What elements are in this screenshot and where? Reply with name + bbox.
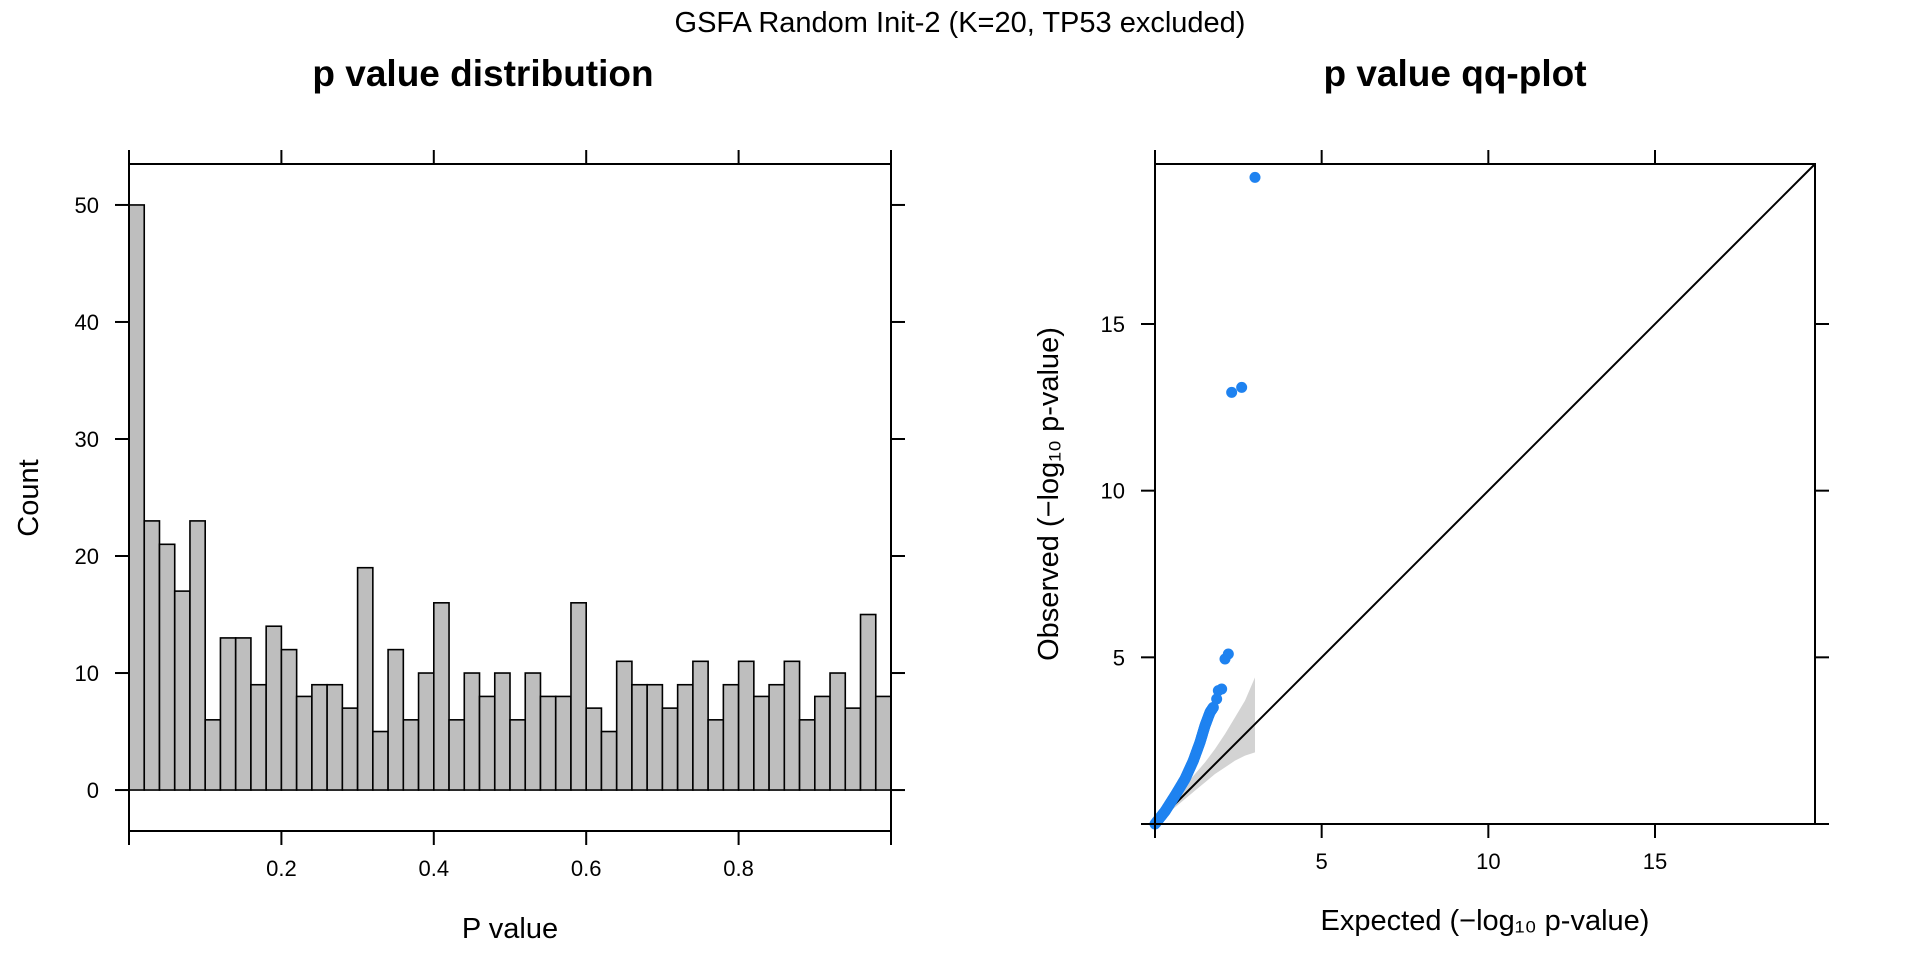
histogram-bar [478, 695, 496, 791]
histogram-bar [585, 707, 603, 791]
qqplot-point [1207, 701, 1219, 713]
histogram-bar [128, 204, 146, 791]
qqplot-ticks: 5 10 15 5 10 15 [1101, 150, 1829, 874]
histogram-bar [798, 719, 816, 791]
histogram-y-tick-label: 30 [75, 427, 99, 452]
qqplot-frame [1154, 163, 1816, 825]
histogram-bar [570, 602, 588, 791]
histogram-ylabel: Count [13, 459, 45, 536]
histogram-bar [158, 543, 176, 791]
qqplot-reference-line [1154, 163, 1816, 825]
qqplot-diagonal-line [1154, 163, 1816, 825]
qqplot-x-tick-label: 5 [1316, 849, 1328, 874]
histogram-bar [417, 672, 435, 791]
qqplot-x-tick-label: 15 [1643, 849, 1667, 874]
histogram-bars [128, 204, 892, 791]
histogram-bar [295, 695, 313, 791]
histogram-bar [387, 648, 405, 791]
histogram-bar [311, 683, 328, 791]
histogram-x-tick-label: 0.2 [266, 856, 297, 881]
histogram-bar [722, 683, 740, 791]
qqplot-point [1226, 386, 1238, 398]
histogram-bar [402, 719, 420, 791]
histogram-bar [844, 707, 862, 791]
qqplot-y-tick-label: 10 [1101, 479, 1125, 504]
histogram-bar [859, 613, 877, 791]
histogram-x-tick-label: 0.6 [571, 856, 602, 881]
histogram-bar [356, 566, 374, 791]
histogram-bar [143, 520, 161, 791]
qqplot-xlabel: Expected (−log₁₀ p-value) [1321, 905, 1650, 937]
qqplot-y-tick-label: 5 [1113, 645, 1125, 670]
histogram-bar [493, 672, 511, 791]
histogram-bar [524, 672, 542, 791]
histogram-bar [448, 719, 466, 791]
histogram-bar [234, 637, 252, 791]
histogram-y-tick-label: 50 [75, 193, 99, 218]
histogram-bar [189, 520, 207, 791]
histogram-frame [128, 163, 892, 832]
histogram-bar [676, 683, 694, 791]
histogram-bar [173, 590, 191, 791]
histogram-bar [463, 672, 481, 791]
histogram-bar [631, 683, 648, 791]
histogram-bar [600, 730, 618, 791]
histogram-y-tick-label: 20 [75, 544, 99, 569]
histogram-y-tick-label: 0 [87, 778, 99, 803]
histogram-bar [768, 683, 786, 791]
histogram-bar [554, 695, 572, 791]
histogram-panel: p value distribution 0.2 0.4 0.6 0.8 0 10 20 30… [13, 53, 905, 945]
qqplot-point [1219, 653, 1231, 665]
histogram-bar [646, 683, 664, 791]
histogram-bar [280, 648, 298, 791]
histogram-bar [692, 660, 709, 791]
histogram-bar [707, 719, 725, 791]
histogram-bar [372, 730, 389, 791]
qqplot-point [1212, 685, 1224, 697]
histogram-x-tick-label: 0.8 [723, 856, 754, 881]
histogram-bar [432, 602, 450, 791]
histogram-x-tick-label: 0.4 [419, 856, 450, 881]
qqplot-panel: p value qq-plot 5 10 15 5 10 15 Expected (−lo… [1033, 53, 1829, 937]
histogram-bar [341, 707, 359, 791]
histogram-bar [204, 719, 222, 791]
histogram-y-tick-label: 10 [75, 661, 99, 686]
qqplot-y-tick-label: 15 [1101, 312, 1125, 337]
qqplot-x-tick-label: 10 [1476, 849, 1500, 874]
histogram-bar [219, 637, 237, 791]
histogram-bar [250, 683, 267, 791]
histogram-bar [265, 625, 283, 791]
qqplot-points [1149, 171, 1261, 830]
qqplot-title: p value qq-plot [1323, 53, 1586, 94]
qqplot-point [1249, 171, 1261, 183]
histogram-bar [661, 707, 679, 791]
histogram-bar [509, 719, 527, 791]
histogram-y-tick-label: 40 [75, 310, 99, 335]
figure-title: GSFA Random Init-2 (K=20, TP53 excluded) [675, 7, 1246, 39]
histogram-title: p value distribution [312, 53, 653, 94]
histogram-bar [326, 683, 344, 791]
histogram-bar [813, 695, 831, 791]
histogram-bar [829, 672, 847, 791]
histogram-xlabel: P value [462, 913, 558, 945]
histogram-bar [737, 660, 755, 791]
histogram-bar [783, 660, 801, 791]
histogram-bar [539, 695, 557, 791]
qqplot-ylabel: Observed (−log₁₀ p-value) [1033, 327, 1065, 661]
qqplot-point [1236, 381, 1248, 393]
histogram-ticks: 0.2 0.4 0.6 0.8 0 10 20 30 40 50 [75, 150, 905, 881]
histogram-bar [874, 695, 892, 791]
qqplot-point [1211, 693, 1223, 705]
histogram-bar [753, 695, 770, 791]
histogram-bar [615, 660, 633, 791]
